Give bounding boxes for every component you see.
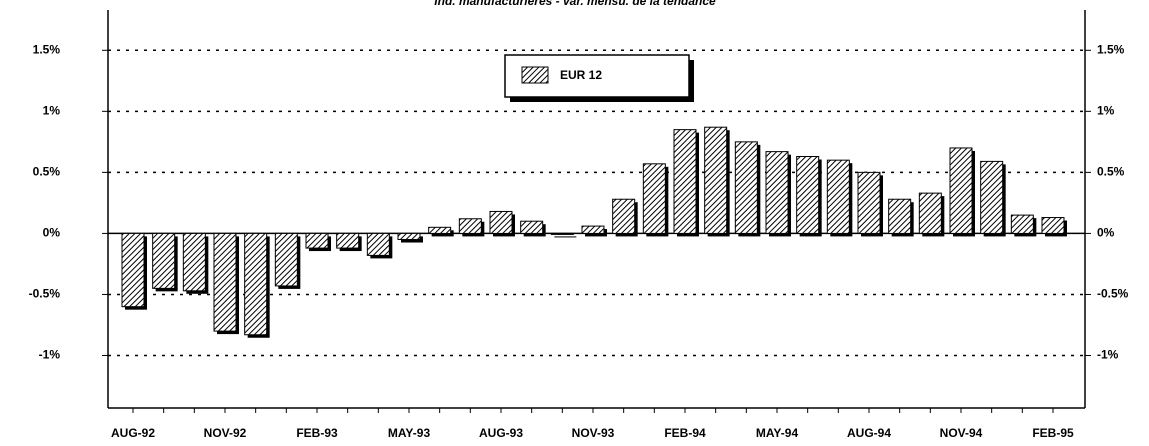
bar (581, 225, 605, 234)
x-tick-label: AUG-93 (479, 426, 523, 440)
bar (489, 210, 513, 234)
bar (642, 163, 666, 234)
bar-group (857, 171, 883, 237)
bar (612, 198, 636, 234)
bar-group (581, 225, 607, 237)
chart-title: Ind. manufacturières - var. mensu. de la… (434, 0, 716, 8)
y2-tick-label: -1% (1097, 348, 1119, 362)
bar (918, 192, 942, 234)
x-tick-label: MAY-94 (756, 426, 799, 440)
x-tick-label: NOV-92 (204, 426, 247, 440)
y2-tick-label: 0% (1097, 226, 1115, 240)
bar-group (428, 226, 454, 237)
y-tick-label: 0.5% (33, 165, 61, 179)
x-tick-label: NOV-94 (940, 426, 983, 440)
bar (336, 232, 360, 249)
bar (1041, 217, 1065, 234)
y2-tick-label: 1.5% (1097, 42, 1125, 56)
bar-group (182, 232, 209, 294)
bar-group (305, 232, 331, 252)
y-tick-label: 1% (43, 104, 61, 118)
bar-group (458, 218, 485, 237)
y2-tick-label: -0.5% (1097, 287, 1129, 301)
y-tick-label: 0% (43, 226, 61, 240)
bar-group (366, 232, 393, 259)
bar (980, 160, 1004, 234)
bar (244, 232, 268, 336)
bar-group (704, 126, 730, 237)
bar (734, 141, 758, 234)
bar-group (1041, 217, 1067, 237)
bar (458, 218, 482, 234)
x-tick-label: FEB-93 (296, 426, 338, 440)
bar (857, 171, 881, 234)
bar-group (520, 220, 546, 237)
bar-group (796, 156, 822, 237)
bar-group (397, 232, 423, 243)
bar (182, 232, 206, 292)
bar-group (673, 129, 699, 237)
bar-group (1010, 214, 1037, 237)
bar-group (550, 232, 577, 238)
bar-group (888, 198, 914, 237)
y-tick-label: -0.5% (29, 287, 61, 301)
y-tick-label: -1% (39, 348, 61, 362)
legend-label: EUR 12 (560, 68, 602, 82)
bar (366, 232, 390, 256)
bar (673, 129, 697, 234)
x-tick-label: AUG-92 (111, 426, 155, 440)
bar (1010, 214, 1034, 234)
bar-group (336, 232, 362, 252)
bar (274, 232, 298, 287)
bar (213, 232, 237, 332)
bar (152, 232, 176, 289)
bar (704, 126, 728, 234)
bar-group (612, 198, 638, 237)
bar-group (213, 232, 239, 335)
bar-shadow (554, 236, 577, 238)
bar-group (826, 159, 853, 237)
bar-group (734, 141, 761, 237)
bar-group (244, 232, 270, 338)
bar (305, 232, 329, 249)
x-tick-label: FEB-94 (664, 426, 706, 440)
x-tick-label: MAY-93 (388, 426, 431, 440)
bar (121, 232, 145, 308)
bar (826, 159, 850, 234)
bar-group (765, 151, 791, 237)
bar-group (980, 160, 1006, 237)
y2-tick-label: 0.5% (1097, 165, 1125, 179)
bar (888, 198, 912, 234)
legend (504, 54, 690, 98)
bar-group (918, 192, 945, 237)
bar (397, 232, 421, 241)
bar (949, 147, 973, 234)
bar-group (152, 232, 178, 292)
bar (428, 226, 452, 234)
legend-swatch (521, 66, 549, 84)
x-tick-label: FEB-95 (1032, 426, 1074, 440)
bar (796, 156, 820, 234)
bar (550, 232, 574, 235)
y2-tick-label: 1% (1097, 104, 1115, 118)
bar (765, 151, 789, 234)
bar-group (121, 232, 147, 310)
bar-group (489, 210, 515, 237)
bar (520, 220, 544, 234)
bar-group (642, 163, 669, 237)
bar-group (274, 232, 301, 289)
x-tick-label: AUG-94 (847, 426, 891, 440)
y-tick-label: 1.5% (33, 42, 61, 56)
x-tick-label: NOV-93 (572, 426, 615, 440)
bar-group (949, 147, 975, 237)
